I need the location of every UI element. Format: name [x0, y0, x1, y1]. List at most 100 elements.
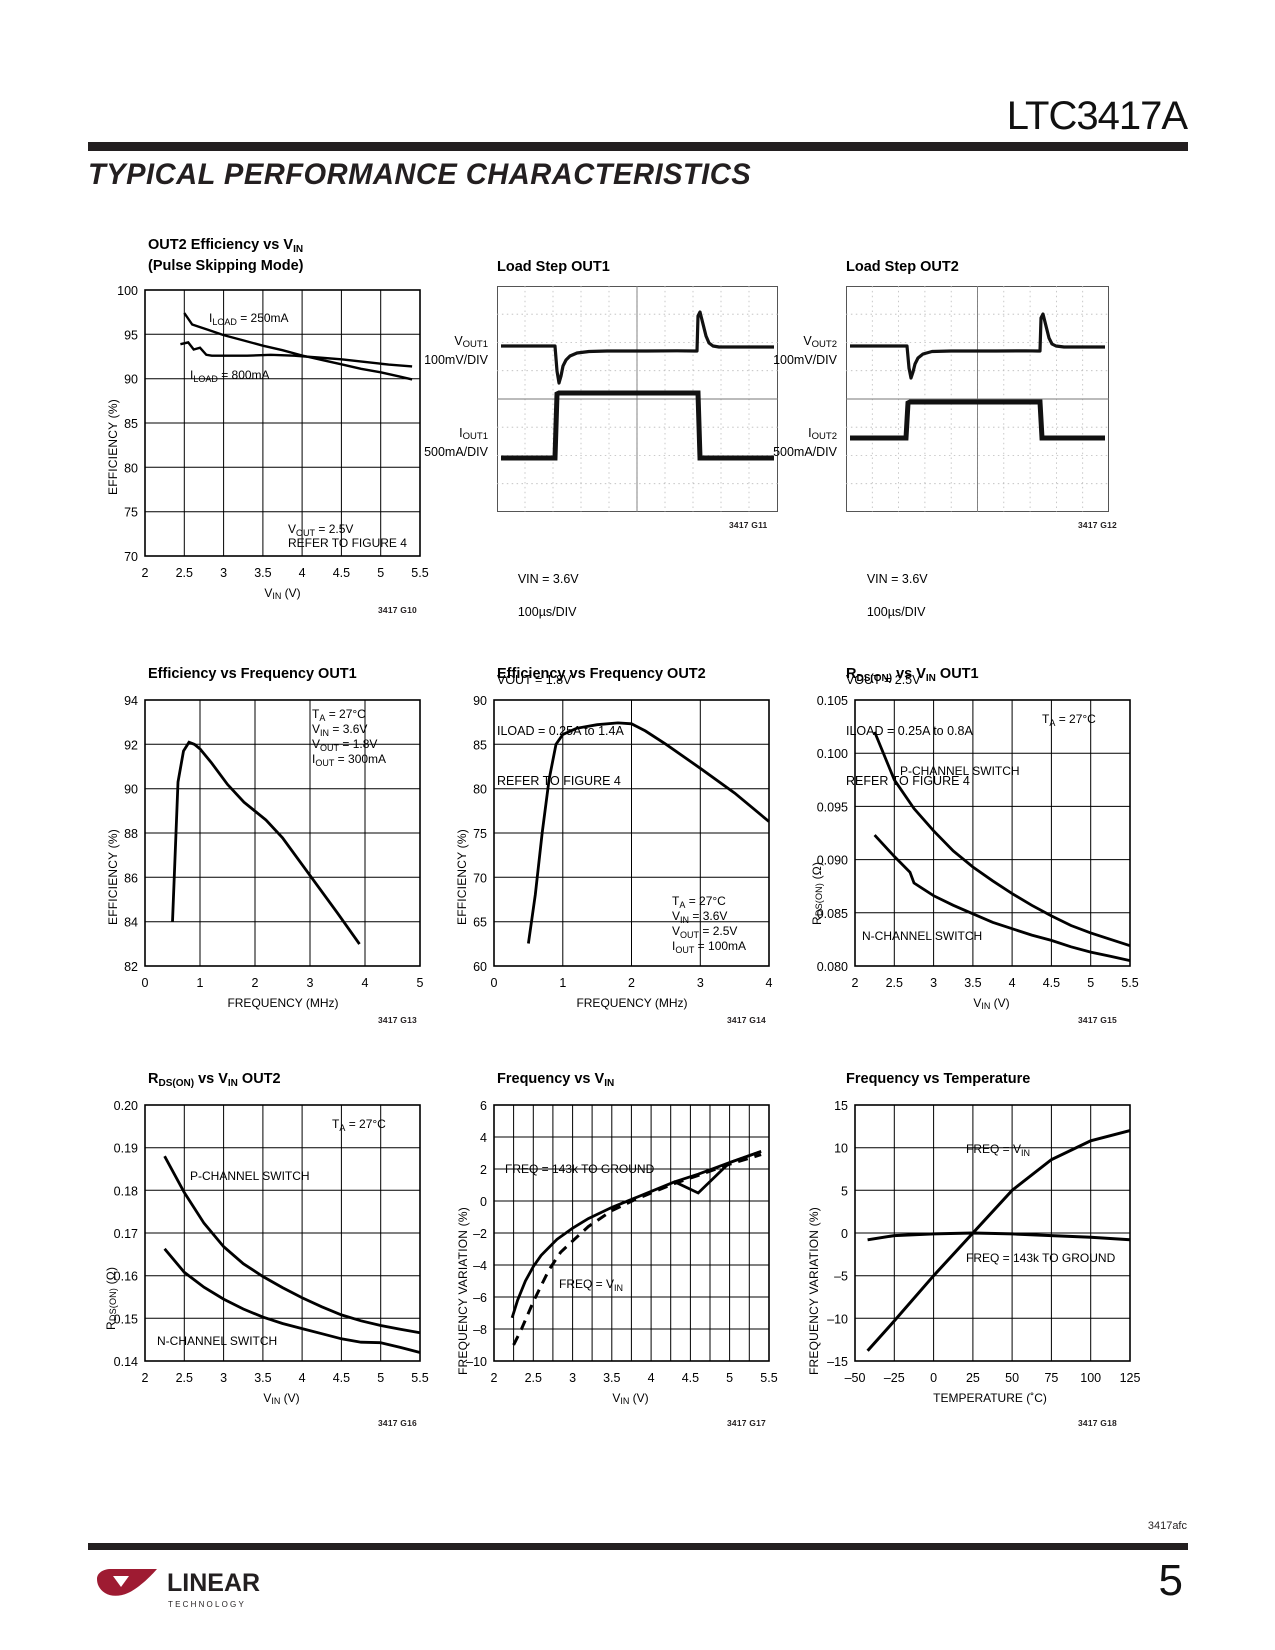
- g12-trace1-label: VOUT2 100mV/DIV: [737, 333, 837, 369]
- g17-xt-u: (V): [629, 1391, 649, 1405]
- svg-text:2: 2: [142, 566, 149, 580]
- svg-text:5.5: 5.5: [411, 566, 428, 580]
- figure-g12-title: Load Step OUT2: [846, 259, 959, 275]
- svg-text:2.5: 2.5: [886, 976, 903, 990]
- g16-y-a: R: [104, 1321, 118, 1330]
- g15-y-axis-title: RDS(ON) (Ω): [810, 795, 824, 925]
- svg-text:VIN = 3.6V: VIN = 3.6V: [672, 909, 727, 925]
- svg-text:5: 5: [377, 1371, 384, 1385]
- svg-text:0: 0: [491, 976, 498, 990]
- g12-t2a: I: [808, 426, 812, 440]
- g17-xt-a: V: [612, 1391, 621, 1405]
- g10-xtitle-sub: IN: [272, 591, 282, 601]
- g12-caption-line-2: VOUT = 2.5V: [846, 672, 921, 687]
- figure-g17: Frequency vs VIN: [497, 1070, 614, 1091]
- g11-t2scale: 500mA/DIV: [424, 444, 488, 459]
- figure-g12: Load Step OUT2: [846, 258, 959, 276]
- svg-text:1: 1: [559, 976, 566, 990]
- g17-y-axis-title: FREQUENCY VARIATION (%): [456, 1207, 470, 1375]
- svg-text:85: 85: [124, 417, 138, 431]
- svg-text:5: 5: [726, 1371, 733, 1385]
- g11-t1a: V: [454, 334, 463, 348]
- g10-title-a: OUT2 Efficiency vs V: [148, 237, 294, 253]
- svg-text:REFER TO FIGURE 4: REFER TO FIGURE 4: [288, 536, 407, 550]
- svg-text:15: 15: [834, 1099, 848, 1113]
- g11-t1scale: 100mV/DIV: [424, 352, 488, 367]
- svg-text:VOUT = 2.5V: VOUT = 2.5V: [288, 522, 353, 538]
- svg-text:3.5: 3.5: [254, 566, 271, 580]
- svg-text:4.5: 4.5: [333, 566, 350, 580]
- g12-caption-line-4: REFER TO FIGURE 4: [846, 774, 970, 789]
- g12-figure-id: 3417 G12: [1078, 520, 1117, 530]
- svg-text:IOUT = 100mA: IOUT = 100mA: [672, 939, 746, 955]
- svg-text:–10: –10: [827, 1312, 848, 1326]
- svg-text:75: 75: [473, 827, 487, 841]
- svg-text:95: 95: [124, 328, 138, 342]
- svg-text:4: 4: [299, 1371, 306, 1385]
- g15-figure-id: 3417 G15: [1078, 1015, 1117, 1025]
- svg-text:86: 86: [124, 871, 138, 885]
- g15-t-subb: IN: [925, 673, 936, 684]
- g16-xt-sub: IN: [271, 1396, 281, 1406]
- svg-text:2.5: 2.5: [176, 566, 193, 580]
- svg-text:–5: –5: [834, 1270, 848, 1284]
- svg-text:4.5: 4.5: [333, 1371, 350, 1385]
- svg-text:–25: –25: [884, 1371, 905, 1385]
- svg-text:92: 92: [124, 738, 138, 752]
- g15-xt-u: (V): [990, 996, 1010, 1010]
- svg-text:TA = 27°C: TA = 27°C: [312, 707, 366, 723]
- svg-text:ILOAD = 800mA: ILOAD = 800mA: [190, 368, 270, 384]
- document-code: 3417afc: [1147, 1520, 1187, 1532]
- g11-timebase: 100µs/DIV: [517, 605, 577, 620]
- g16-figure-id: 3417 G16: [378, 1418, 417, 1428]
- svg-text:6: 6: [480, 1099, 487, 1113]
- svg-text:2.5: 2.5: [176, 1371, 193, 1385]
- svg-text:84: 84: [124, 916, 138, 930]
- svg-text:2: 2: [491, 1371, 498, 1385]
- g13-figure-id: 3417 G13: [378, 1015, 417, 1025]
- g17-t-a: Frequency vs V: [497, 1071, 605, 1087]
- figure-g14: Efficiency vs Frequency OUT2: [497, 665, 706, 683]
- svg-text:60: 60: [473, 960, 487, 974]
- svg-text:3: 3: [697, 976, 704, 990]
- svg-text:–6: –6: [473, 1291, 487, 1305]
- svg-text:90: 90: [473, 694, 487, 708]
- svg-text:75: 75: [1044, 1371, 1058, 1385]
- figure-g15: RDS(ON) vs VIN OUT1: [846, 665, 979, 686]
- svg-text:4.5: 4.5: [682, 1371, 699, 1385]
- svg-text:3: 3: [220, 566, 227, 580]
- g16-y-b: (Ω): [104, 1266, 118, 1288]
- svg-text:5.5: 5.5: [1121, 976, 1138, 990]
- svg-text:TA = 27°C: TA = 27°C: [1042, 712, 1096, 728]
- svg-text:–2: –2: [473, 1227, 487, 1241]
- svg-text:5: 5: [1087, 976, 1094, 990]
- svg-text:88: 88: [124, 827, 138, 841]
- svg-text:5.5: 5.5: [411, 1371, 428, 1385]
- g18-figure-id: 3417 G18: [1078, 1418, 1117, 1428]
- g11-trace2-label: IOUT1 500mA/DIV: [388, 425, 488, 461]
- figure-g10: OUT2 Efficiency vs VIN (Pulse Skipping M…: [148, 236, 303, 275]
- svg-text:0.20: 0.20: [114, 1099, 138, 1113]
- g14-x-axis-title: FREQUENCY (MHz): [576, 996, 688, 1010]
- footer-rule: [88, 1543, 1188, 1550]
- g11-caption-line-3: ILOAD = 0.25A to 1.4A: [497, 723, 624, 738]
- logo-wordmark: LINEAR: [167, 1569, 260, 1597]
- svg-text:2: 2: [252, 976, 259, 990]
- svg-text:4: 4: [766, 976, 773, 990]
- figure-g11: Load Step OUT1: [497, 258, 610, 276]
- g18-label-143k: FREQ = 143k TO GROUND: [966, 1251, 1116, 1265]
- svg-text:0.100: 0.100: [817, 747, 848, 761]
- g15-xt-a: V: [973, 996, 982, 1010]
- page-title: TYPICAL PERFORMANCE CHARACTERISTICS: [88, 158, 752, 191]
- g16-t-b: vs V: [194, 1071, 228, 1087]
- svg-text:VOUT = 2.5V: VOUT = 2.5V: [672, 924, 737, 940]
- g17-x-axis-title: VIN (V): [533, 1391, 728, 1406]
- svg-text:ILOAD = 250mA: ILOAD = 250mA: [209, 311, 289, 327]
- svg-text:TA = 27°C: TA = 27°C: [332, 1117, 386, 1133]
- svg-text:125: 125: [1120, 1371, 1141, 1385]
- svg-text:4.5: 4.5: [1043, 976, 1060, 990]
- svg-text:80: 80: [473, 783, 487, 797]
- svg-text:100: 100: [117, 284, 138, 298]
- svg-text:3: 3: [220, 1371, 227, 1385]
